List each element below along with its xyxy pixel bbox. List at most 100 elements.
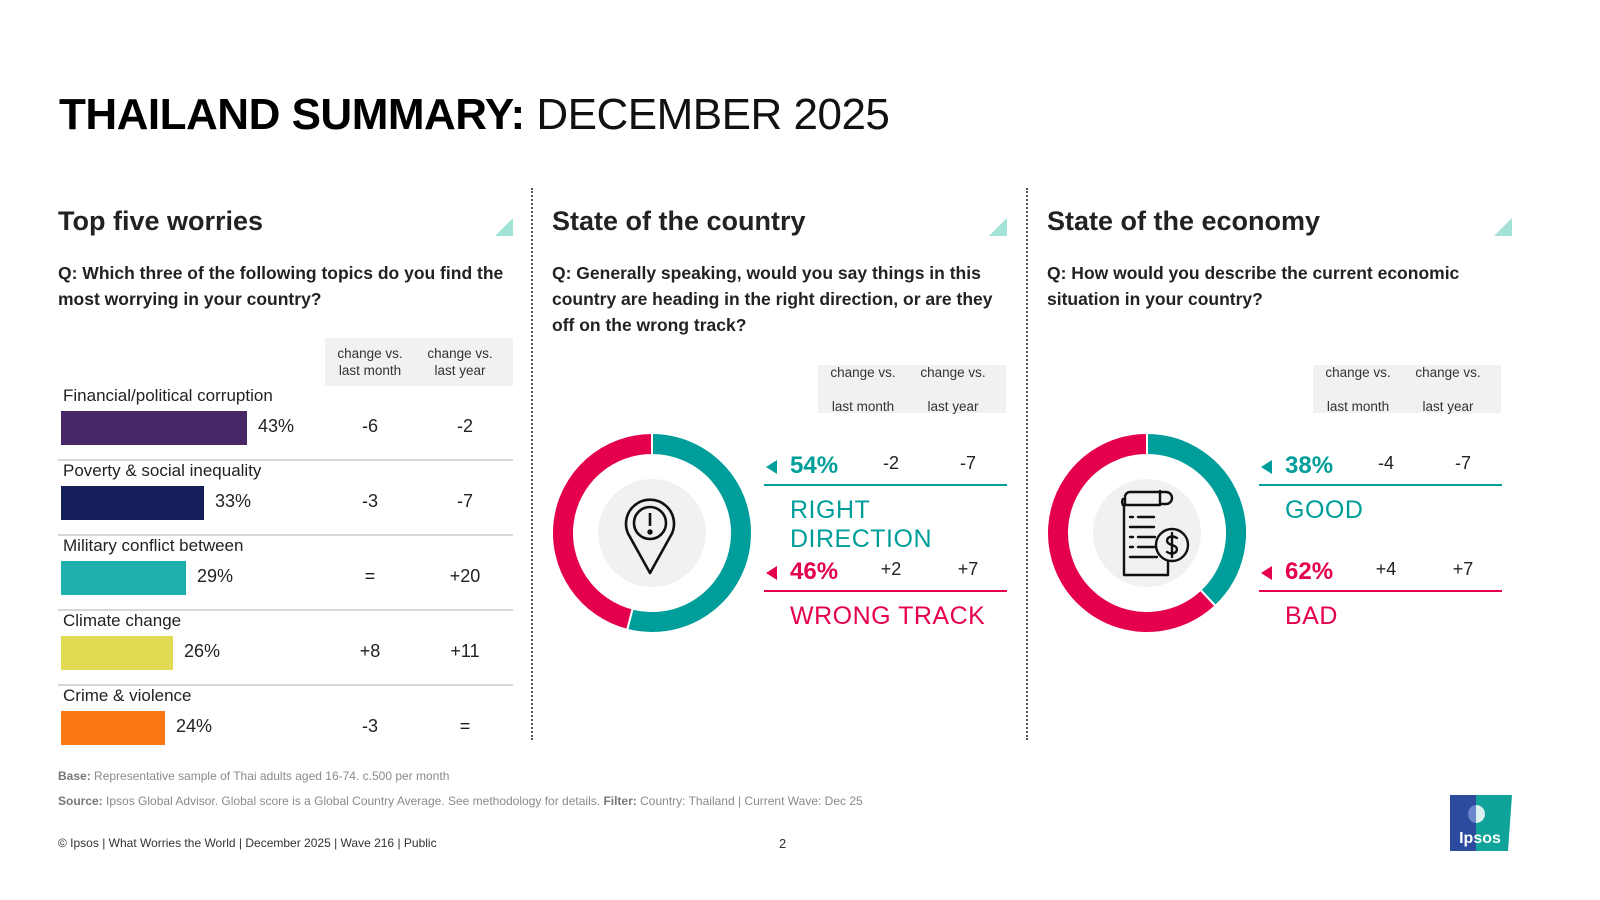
worry-value: 43% bbox=[258, 416, 295, 436]
worries-panel: Top five worries Q: Which three of the f… bbox=[58, 200, 518, 745]
source-note: Source: Ipsos Global Advisor. Global sco… bbox=[58, 794, 863, 808]
worry-value: 24% bbox=[176, 716, 213, 736]
header-month-l2: last month bbox=[1326, 398, 1390, 414]
source-label: Source: bbox=[58, 794, 103, 808]
header-month: change vs. last month bbox=[1313, 364, 1403, 415]
country-donut-chart bbox=[552, 433, 752, 633]
row-divider bbox=[58, 534, 513, 536]
change-month: -4 bbox=[1377, 453, 1394, 473]
header-year-l2: last year bbox=[927, 398, 979, 414]
stat-value: 46% bbox=[790, 558, 839, 585]
footer-text: © Ipsos | What Worries the World | Decem… bbox=[58, 836, 437, 850]
change-header: change vs. last month change vs. last year bbox=[1313, 364, 1501, 415]
worry-label: Financial/political corruption bbox=[63, 386, 273, 405]
change-year: +7 bbox=[1452, 559, 1474, 579]
header-year-l1: change vs. bbox=[427, 346, 493, 361]
stat-value: 54% bbox=[790, 452, 839, 479]
filter-text: Country: Thailand | Current Wave: Dec 25 bbox=[640, 794, 863, 808]
header-month-l1: change vs. bbox=[1325, 364, 1391, 380]
worry-row: Crime & violence 24% -3 = bbox=[58, 686, 513, 761]
stat-good: 38% -4 -7 GOOD bbox=[1259, 448, 1502, 548]
stat-label: WRONG TRACK bbox=[790, 602, 986, 630]
worry-bar bbox=[61, 636, 173, 670]
stat-bad: 62% +4 +7 BAD bbox=[1259, 554, 1502, 654]
header-year-l2: last year bbox=[1422, 398, 1474, 414]
stat-underline bbox=[764, 590, 1007, 592]
header-month: change vs. last month bbox=[325, 345, 415, 379]
change-header: change vs. last month change vs. last year bbox=[818, 364, 1006, 415]
change-month: +4 bbox=[1375, 559, 1397, 579]
worry-bar bbox=[61, 486, 204, 520]
header-year: change vs. last year bbox=[908, 364, 998, 415]
worry-bar bbox=[61, 711, 165, 745]
change-month: +2 bbox=[880, 559, 902, 579]
worry-row: Poverty & social inequality 33% -3 -7 bbox=[58, 461, 513, 536]
worry-value: 26% bbox=[184, 641, 221, 661]
worry-row: Financial/political corruption 43% -6 -2 bbox=[58, 386, 513, 461]
header-year-l2: last year bbox=[434, 363, 486, 378]
worry-label: Military conflict between bbox=[63, 536, 244, 555]
source-text: Ipsos Global Advisor. Global score is a … bbox=[106, 794, 601, 808]
header-month-l2: last month bbox=[338, 363, 402, 378]
panel-title: State of the economy bbox=[1047, 206, 1321, 236]
panel-title: Top five worries bbox=[58, 206, 264, 236]
header-month: change vs. last month bbox=[818, 364, 908, 415]
change-year: -7 bbox=[959, 453, 976, 473]
ipsos-logo: Ipsos bbox=[1450, 795, 1512, 851]
worry-row: Climate change 26% +8 +11 bbox=[58, 611, 513, 686]
economy-panel: State of the economy Q: How would you de… bbox=[1047, 200, 1512, 745]
title-country: THAILAND SUMMARY: bbox=[59, 90, 525, 139]
header-month-l1: change vs. bbox=[830, 364, 896, 380]
stat-label: BAD bbox=[1285, 602, 1338, 630]
stat-value: 62% bbox=[1285, 558, 1334, 585]
stat-right-direction: 54% -2 -7 RIGHT DIRECTION bbox=[764, 448, 1007, 553]
change-month: = bbox=[364, 566, 376, 586]
stat-underline bbox=[1259, 590, 1502, 592]
base-text: Representative sample of Thai adults age… bbox=[94, 769, 450, 783]
base-label: Base: bbox=[58, 769, 91, 783]
stat-value: 38% bbox=[1285, 452, 1334, 479]
pointer-arrow-icon bbox=[1261, 566, 1272, 580]
worry-bar bbox=[61, 561, 186, 595]
change-month: +8 bbox=[359, 641, 381, 661]
change-year: -7 bbox=[1454, 453, 1471, 473]
change-year: -2 bbox=[456, 416, 473, 436]
country-panel: State of the country Q: Generally speaki… bbox=[552, 200, 1012, 745]
invoice-dollar-icon bbox=[1121, 489, 1190, 577]
corner-triangle-icon bbox=[989, 218, 1007, 236]
worry-label: Climate change bbox=[63, 611, 182, 630]
panel-question: Q: How would you describe the current ec… bbox=[1047, 263, 1460, 309]
header-year: change vs. last year bbox=[415, 345, 505, 379]
stat-underline bbox=[764, 484, 1007, 486]
change-month: -6 bbox=[361, 416, 378, 436]
page-title: THAILAND SUMMARY: DECEMBER 2025 bbox=[59, 90, 890, 140]
worry-label: Crime & violence bbox=[63, 686, 192, 705]
change-month: -3 bbox=[361, 716, 378, 736]
row-divider bbox=[58, 684, 513, 686]
stat-underline bbox=[1259, 484, 1502, 486]
panel-title: State of the country bbox=[552, 206, 806, 236]
economy-donut-chart bbox=[1047, 433, 1247, 633]
corner-triangle-icon bbox=[1494, 218, 1512, 236]
column-divider bbox=[1026, 188, 1028, 740]
donut-slice-wrong-track bbox=[552, 433, 653, 632]
change-month: -2 bbox=[882, 453, 899, 473]
panel-question: Q: Which three of the following topics d… bbox=[58, 263, 504, 309]
change-year: -7 bbox=[456, 491, 473, 511]
change-header: change vs. last month change vs. last year bbox=[325, 338, 513, 386]
worry-value: 29% bbox=[197, 566, 234, 586]
donut-slice-right-direction bbox=[625, 433, 752, 633]
panel-question: Q: Generally speaking, would you say thi… bbox=[552, 263, 993, 335]
worry-value: 33% bbox=[215, 491, 252, 511]
change-year: +20 bbox=[449, 566, 481, 586]
header-year-l1: change vs. bbox=[1415, 364, 1481, 380]
icon-background bbox=[1093, 479, 1201, 587]
change-year: +11 bbox=[450, 641, 480, 661]
header-month-l1: change vs. bbox=[337, 346, 403, 361]
filter-label: Filter: bbox=[603, 794, 637, 808]
worry-bar bbox=[61, 411, 247, 445]
title-date: DECEMBER 2025 bbox=[536, 90, 890, 139]
column-divider bbox=[531, 188, 533, 740]
base-note: Base: Representative sample of Thai adul… bbox=[58, 769, 449, 783]
pointer-arrow-icon bbox=[766, 460, 777, 474]
